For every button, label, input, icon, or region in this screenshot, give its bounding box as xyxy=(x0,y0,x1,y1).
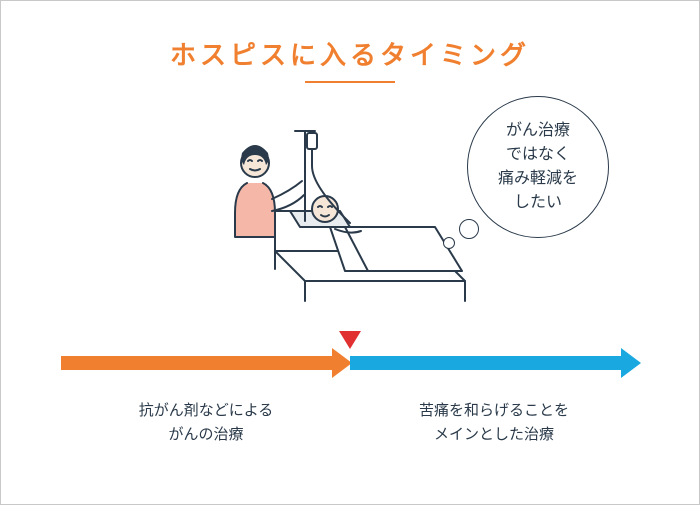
page-title: ホスピスに入るタイミング xyxy=(1,35,699,72)
thought-bubble-tail-2 xyxy=(443,237,455,249)
bed-illustration xyxy=(200,111,500,311)
timeline xyxy=(61,356,639,386)
thought-line-1: がん治療 xyxy=(506,122,570,139)
timeline-label-after: 苦痛を和らげることを メインとした治療 xyxy=(349,399,639,447)
thought-line-2: ではなく xyxy=(506,146,570,163)
thought-bubble: がん治療 ではなく 痛み軽減を したい xyxy=(467,96,609,238)
infographic-canvas: ホスピスに入るタイミング xyxy=(0,0,700,505)
label-before-line-2: がんの治療 xyxy=(168,426,243,443)
label-after-line-1: 苦痛を和らげることを xyxy=(419,402,569,419)
thought-line-3: 痛み軽減を xyxy=(498,170,578,187)
timeline-arrow-before xyxy=(61,356,350,370)
thought-line-4: したい xyxy=(514,194,562,211)
timeline-label-before: 抗がん剤などによる がんの治療 xyxy=(61,399,351,447)
title-underline xyxy=(305,81,395,83)
thought-bubble-tail-1 xyxy=(459,219,479,239)
transition-marker-icon xyxy=(339,331,361,349)
timeline-arrow-after xyxy=(350,356,639,370)
thought-text: がん治療 ではなく 痛み軽減を したい xyxy=(498,119,578,215)
label-before-line-1: 抗がん剤などによる xyxy=(139,402,274,419)
label-after-line-2: メインとした治療 xyxy=(434,426,554,443)
